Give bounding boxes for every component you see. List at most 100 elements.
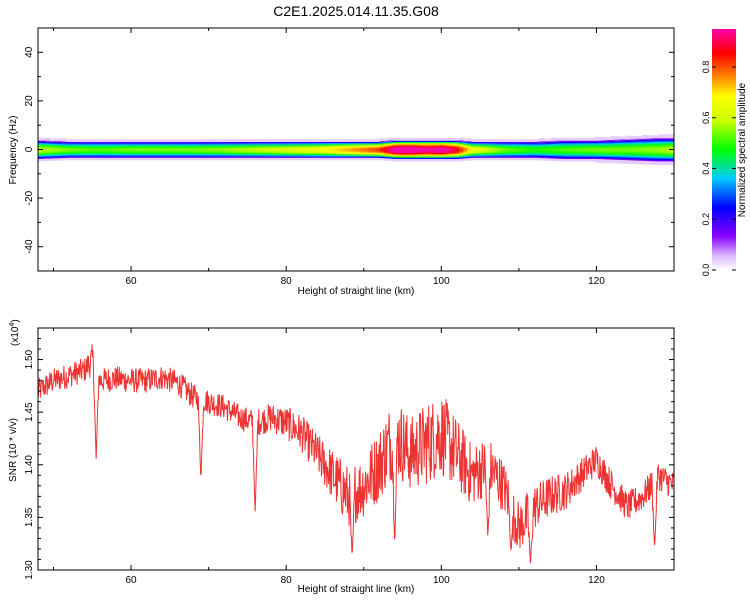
heatmap-cell bbox=[427, 140, 433, 143]
heatmap-cell bbox=[395, 142, 401, 145]
heatmap-cell bbox=[38, 154, 43, 157]
heatmap-cell bbox=[606, 153, 611, 155]
heatmap-cell bbox=[185, 147, 190, 150]
heatmap-cell bbox=[89, 141, 95, 144]
heatmap-cell bbox=[419, 153, 425, 156]
heatmap-cell bbox=[507, 139, 512, 141]
heatmap-cell bbox=[38, 147, 43, 150]
heatmap-cell bbox=[181, 154, 186, 157]
heatmap-cell bbox=[646, 147, 651, 149]
heatmap-cell bbox=[264, 139, 270, 141]
heatmap-cell bbox=[439, 144, 445, 146]
heatmap-cell bbox=[165, 140, 170, 143]
heatmap-cell bbox=[455, 143, 460, 146]
heatmap-cell bbox=[157, 147, 162, 150]
heatmap-cell bbox=[407, 154, 413, 157]
heatmap-cell bbox=[658, 151, 663, 153]
heatmap-cell bbox=[367, 153, 373, 156]
heatmap-cell bbox=[280, 148, 286, 151]
heatmap-cell bbox=[359, 152, 365, 155]
heatmap-cell bbox=[650, 145, 655, 147]
heatmap-cell bbox=[232, 148, 238, 151]
heatmap-cell bbox=[546, 142, 552, 144]
heatmap-cell bbox=[41, 141, 47, 143]
heatmap-cell bbox=[248, 156, 254, 158]
heatmap-cell bbox=[626, 162, 631, 164]
heatmap-cell bbox=[630, 139, 635, 141]
heatmap-cell bbox=[256, 157, 262, 160]
heatmap-cell bbox=[121, 144, 127, 146]
heatmap-cell bbox=[89, 150, 95, 152]
heatmap-cell bbox=[455, 154, 460, 157]
heatmap-cell bbox=[395, 153, 401, 156]
heatmap-cell bbox=[220, 148, 226, 151]
heatmap-cell bbox=[590, 156, 596, 158]
heatmap-cell bbox=[578, 139, 584, 141]
heatmap-cell bbox=[220, 146, 226, 149]
heatmap-cell bbox=[316, 140, 321, 143]
heatmap-cell bbox=[467, 138, 472, 140]
heatmap-cell bbox=[236, 152, 242, 155]
heatmap-cell bbox=[670, 146, 674, 149]
heatmap-cell bbox=[121, 139, 127, 141]
heatmap-cell bbox=[558, 154, 564, 157]
heatmap-cell bbox=[475, 153, 480, 156]
heatmap-cell bbox=[304, 139, 309, 141]
heatmap-cell bbox=[383, 139, 389, 142]
heatmap-cell bbox=[459, 147, 464, 149]
heatmap-cell bbox=[85, 151, 91, 153]
heatmap-cell bbox=[526, 145, 532, 147]
heatmap-cell bbox=[236, 140, 242, 143]
heatmap-cell bbox=[93, 148, 99, 151]
heatmap-cell bbox=[518, 139, 524, 141]
heatmap-cell bbox=[296, 158, 301, 161]
heatmap-cell bbox=[280, 141, 286, 144]
heatmap-cell bbox=[49, 138, 55, 141]
heatmap-cell bbox=[272, 142, 278, 145]
heatmap-cell bbox=[511, 148, 516, 151]
heatmap-cell bbox=[125, 158, 131, 161]
heatmap-cell bbox=[320, 148, 325, 151]
heatmap-cell bbox=[276, 141, 282, 144]
heatmap-cell bbox=[371, 156, 377, 158]
heatmap-cell bbox=[272, 157, 278, 160]
heatmap-cell bbox=[133, 158, 138, 161]
heatmap-cell bbox=[419, 154, 425, 157]
heatmap-cell bbox=[538, 152, 544, 155]
heatmap-cell bbox=[622, 148, 627, 151]
heatmap-cell bbox=[399, 153, 405, 156]
heatmap-cell bbox=[300, 142, 305, 145]
heatmap-cell bbox=[598, 136, 604, 139]
heatmap-cell bbox=[328, 139, 333, 141]
heatmap-cell bbox=[312, 156, 317, 158]
heatmap-cell bbox=[73, 148, 79, 151]
heatmap-cell bbox=[650, 148, 655, 151]
heatmap-cell bbox=[371, 141, 377, 144]
heatmap-cell bbox=[439, 152, 445, 155]
heatmap-cell bbox=[562, 156, 568, 158]
heatmap-cell bbox=[69, 152, 75, 155]
heatmap-cell bbox=[383, 140, 389, 143]
heatmap-cell bbox=[375, 152, 381, 155]
heatmap-cell bbox=[177, 153, 182, 156]
heatmap-cell bbox=[487, 152, 492, 155]
heatmap-cell bbox=[443, 141, 449, 144]
heatmap-cell bbox=[284, 153, 290, 156]
heatmap-cell bbox=[73, 152, 79, 155]
heatmap-cell bbox=[371, 152, 377, 155]
heatmap-cell bbox=[471, 154, 476, 157]
heatmap-cell bbox=[582, 147, 588, 150]
heatmap-cell bbox=[324, 147, 329, 150]
heatmap-cell bbox=[471, 150, 476, 152]
heatmap-cell bbox=[133, 142, 138, 145]
heatmap-cell bbox=[646, 136, 651, 138]
heatmap-cell bbox=[89, 142, 95, 145]
heatmap-cell bbox=[610, 160, 615, 163]
heatmap-cell bbox=[463, 148, 468, 150]
heatmap-cell bbox=[638, 136, 643, 138]
heatmap-cell bbox=[193, 142, 198, 145]
snr-x-tick-label: 100 bbox=[433, 575, 450, 586]
heatmap-cell bbox=[602, 156, 608, 159]
heatmap-cell bbox=[348, 139, 353, 141]
heatmap-cell bbox=[304, 158, 309, 161]
